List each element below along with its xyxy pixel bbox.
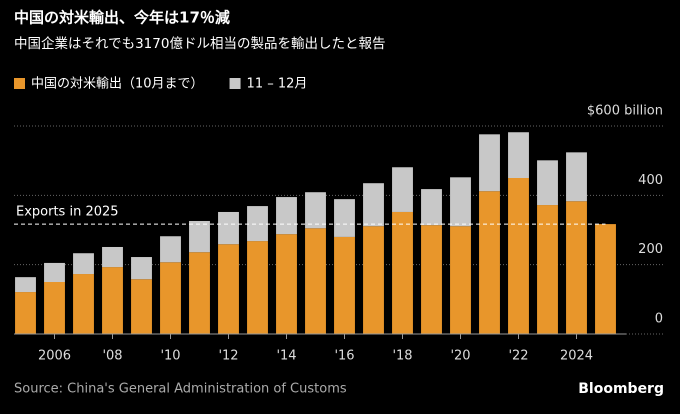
bar: [537, 205, 558, 334]
bar: [334, 236, 355, 334]
bar: [218, 244, 239, 334]
legend-label: 11 – 12月: [247, 77, 308, 92]
bar: [247, 241, 268, 334]
bar: [363, 183, 384, 227]
bar: [479, 191, 500, 334]
bar: [363, 226, 384, 334]
x-tick-label: 2024: [560, 349, 593, 364]
bar: [73, 274, 94, 334]
bar: [44, 282, 65, 334]
bar: [450, 177, 471, 227]
legend-swatch: [229, 78, 241, 89]
bar: [102, 267, 123, 334]
bar: [421, 225, 442, 334]
y-tick-label: 0: [655, 312, 663, 327]
source: Source: China's General Administration o…: [14, 382, 347, 397]
bar: [102, 246, 123, 268]
bar: [450, 226, 471, 334]
bar: [392, 211, 413, 334]
y-tick-label: 400: [638, 173, 663, 188]
x-tick-label: '14: [276, 349, 296, 364]
chart-subtitle: 中国企業はそれでも3170億ドル相当の製品を輸出したと報告: [14, 35, 385, 52]
bar: [131, 257, 152, 280]
y-tick-label: 200: [638, 242, 663, 257]
bar: [247, 206, 268, 242]
bar: [566, 152, 587, 202]
y-tick-label: $600 billion: [587, 104, 663, 119]
bar: [392, 167, 413, 212]
x-tick-label: '10: [160, 349, 180, 364]
chart-title: 中国の対米輸出、今年は17％減: [14, 9, 230, 27]
x-tick-label: 2006: [38, 349, 71, 364]
bar: [508, 132, 529, 178]
x-tick-label: '22: [508, 349, 528, 364]
x-tick-label: '12: [218, 349, 238, 364]
x-tick-label: '20: [450, 349, 470, 364]
bar: [15, 292, 36, 334]
bar: [44, 262, 65, 282]
bar: [421, 189, 442, 226]
bar: [160, 262, 181, 334]
bar: [218, 211, 239, 245]
bar: [334, 199, 355, 237]
bar: [595, 224, 616, 334]
x-tick-label: '18: [392, 349, 412, 364]
bar: [160, 236, 181, 263]
bar: [131, 279, 152, 334]
x-tick-label: '08: [102, 349, 122, 364]
bar: [566, 201, 587, 334]
bar: [276, 197, 297, 235]
x-tick-label: '16: [334, 349, 354, 364]
annotation: Exports in 2025: [16, 205, 119, 220]
bar: [189, 220, 210, 253]
bar: [537, 160, 558, 206]
bar: [305, 228, 326, 334]
bar: [479, 134, 500, 192]
logo: Bloomberg: [578, 381, 664, 397]
bar: [508, 178, 529, 334]
legend-label: 中国の対米輸出（10月まで）: [31, 77, 204, 92]
bar: [305, 192, 326, 229]
bar: [276, 234, 297, 334]
legend-swatch: [14, 78, 25, 89]
bar: [15, 277, 36, 293]
bar: [189, 252, 210, 334]
bar: [73, 253, 94, 275]
